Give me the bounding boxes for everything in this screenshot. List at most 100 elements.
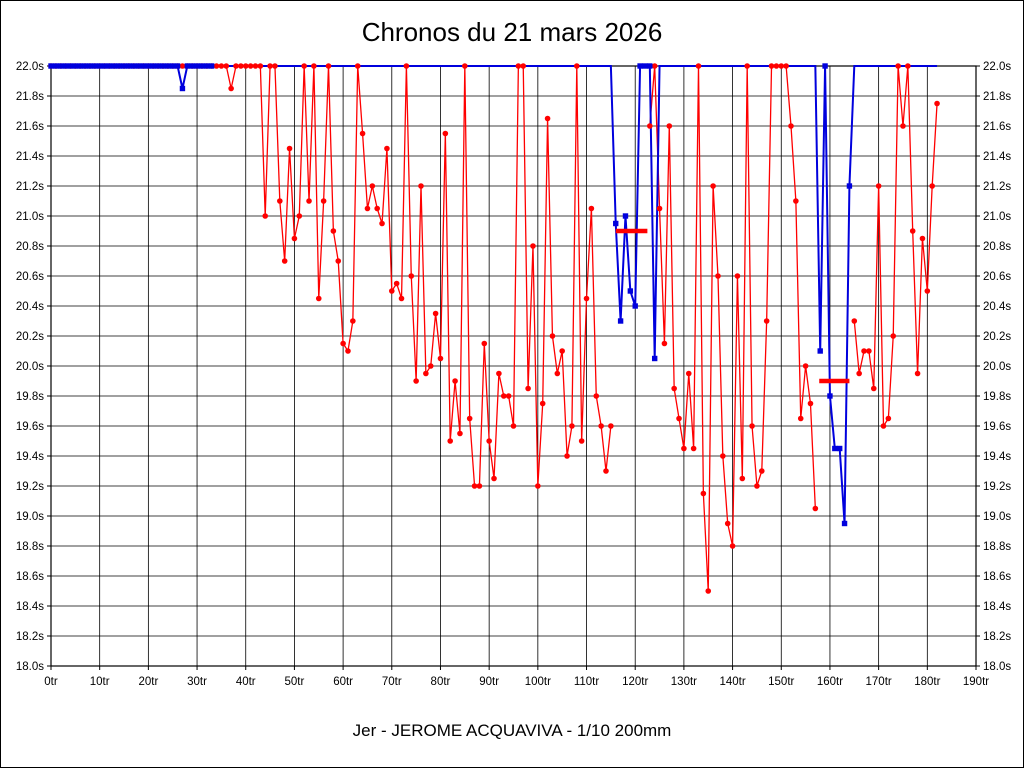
blue-data-point bbox=[170, 63, 176, 69]
red-data-point bbox=[462, 63, 468, 69]
red-data-point bbox=[788, 123, 794, 129]
blue-data-point bbox=[627, 288, 634, 294]
red-data-point bbox=[418, 183, 424, 189]
blue-data-point bbox=[827, 393, 833, 399]
red-data-point bbox=[330, 228, 337, 234]
blue-data-point bbox=[92, 63, 98, 69]
red-data-point bbox=[603, 468, 609, 474]
red-data-point bbox=[647, 123, 653, 129]
red-data-point bbox=[520, 63, 527, 69]
y-tick-label-left: 18.0s bbox=[16, 661, 44, 673]
y-tick-label-right: 20.2s bbox=[983, 331, 1011, 343]
red-data-point bbox=[277, 198, 283, 204]
red-data-point bbox=[578, 438, 585, 444]
y-tick-label-left: 19.4s bbox=[16, 451, 44, 463]
x-tick-label: 180tr bbox=[914, 676, 940, 688]
blue-data-point bbox=[87, 63, 93, 69]
blue-data-point bbox=[131, 63, 137, 69]
red-data-point bbox=[588, 205, 595, 212]
red-data-point bbox=[281, 258, 288, 264]
red-data-point bbox=[656, 205, 663, 212]
blue-data-point bbox=[637, 63, 643, 69]
x-tick-label: 150tr bbox=[768, 676, 794, 688]
red-data-point bbox=[544, 115, 551, 122]
red-data-point bbox=[866, 348, 872, 354]
red-data-point bbox=[379, 220, 385, 227]
red-data-point bbox=[812, 505, 819, 512]
red-data-point bbox=[437, 355, 444, 362]
y-tick-label-right: 21.0s bbox=[983, 211, 1011, 223]
red-data-point bbox=[695, 63, 702, 69]
red-data-point bbox=[685, 370, 692, 377]
blue-data-point bbox=[846, 183, 853, 189]
blue-data-point bbox=[145, 63, 152, 69]
y-tick-label-left: 21.6s bbox=[16, 121, 44, 133]
red-data-point bbox=[179, 63, 186, 69]
red-data-point bbox=[573, 63, 580, 69]
x-tick-label: 100tr bbox=[525, 676, 551, 688]
driver-caption: Jer - JEROME ACQUAVIVA - 1/10 200mm bbox=[352, 721, 672, 740]
blue-data-point bbox=[96, 63, 103, 69]
blue-data-point bbox=[53, 63, 59, 69]
red-data-point bbox=[213, 63, 220, 69]
red-data-point bbox=[705, 588, 712, 594]
blue-data-point bbox=[140, 63, 147, 69]
blue-data-point bbox=[165, 63, 171, 69]
blue-data-point bbox=[150, 63, 156, 69]
y-tick-label-right: 20.8s bbox=[983, 241, 1011, 253]
blue-data-point bbox=[155, 63, 161, 69]
red-data-point bbox=[569, 423, 575, 429]
blue-data-point bbox=[199, 63, 205, 69]
red-data-point bbox=[267, 63, 273, 69]
red-data-point bbox=[778, 63, 785, 69]
blue-data-point bbox=[58, 63, 64, 69]
x-tick-label: 30tr bbox=[187, 676, 207, 688]
red-data-point bbox=[486, 438, 492, 444]
red-data-point bbox=[242, 63, 249, 69]
blue-data-point bbox=[642, 63, 648, 69]
red-data-point bbox=[783, 63, 789, 69]
x-tick-label: 140tr bbox=[719, 676, 745, 688]
y-tick-label-left: 21.4s bbox=[16, 151, 44, 163]
blue-data-point bbox=[632, 303, 638, 309]
red-data-point bbox=[335, 258, 342, 264]
y-tick-label-left: 18.2s bbox=[16, 631, 44, 643]
red-data-point bbox=[345, 348, 351, 354]
y-tick-label-right: 20.6s bbox=[983, 271, 1011, 283]
blue-data-point bbox=[208, 63, 215, 69]
red-data-point bbox=[583, 295, 590, 302]
red-data-point bbox=[350, 318, 356, 324]
red-data-point bbox=[564, 453, 570, 459]
red-data-point bbox=[228, 85, 234, 92]
red-data-point bbox=[797, 415, 804, 422]
red-data-point bbox=[763, 318, 770, 324]
red-data-point bbox=[457, 430, 463, 437]
blue-data-point bbox=[126, 63, 132, 69]
blue-data-point bbox=[617, 318, 624, 324]
y-tick-label-left: 18.6s bbox=[16, 571, 44, 583]
red-data-point bbox=[739, 475, 746, 482]
blue-data-point bbox=[72, 63, 79, 69]
red-data-point bbox=[491, 475, 497, 482]
red-data-point bbox=[233, 63, 239, 69]
blue-data-point bbox=[62, 63, 69, 69]
red-data-point bbox=[900, 123, 906, 129]
red-data-point bbox=[291, 235, 298, 242]
red-data-point bbox=[608, 423, 614, 429]
y-tick-label-left: 19.0s bbox=[16, 511, 44, 523]
red-data-point bbox=[388, 288, 395, 294]
red-data-point bbox=[432, 310, 439, 317]
red-data-point bbox=[500, 393, 507, 399]
chart-title: Chronos du 21 mars 2026 bbox=[361, 17, 663, 47]
red-data-point bbox=[758, 468, 765, 474]
blue-data-point bbox=[82, 63, 88, 69]
red-data-point bbox=[359, 130, 366, 137]
red-data-point bbox=[880, 423, 887, 429]
red-data-point bbox=[744, 63, 750, 69]
blue-series-line bbox=[51, 65, 938, 524]
red-data-point bbox=[408, 273, 415, 279]
red-data-point bbox=[807, 400, 814, 407]
blue-data-point bbox=[841, 520, 848, 527]
red-data-point bbox=[919, 235, 926, 242]
red-data-point bbox=[530, 243, 536, 249]
